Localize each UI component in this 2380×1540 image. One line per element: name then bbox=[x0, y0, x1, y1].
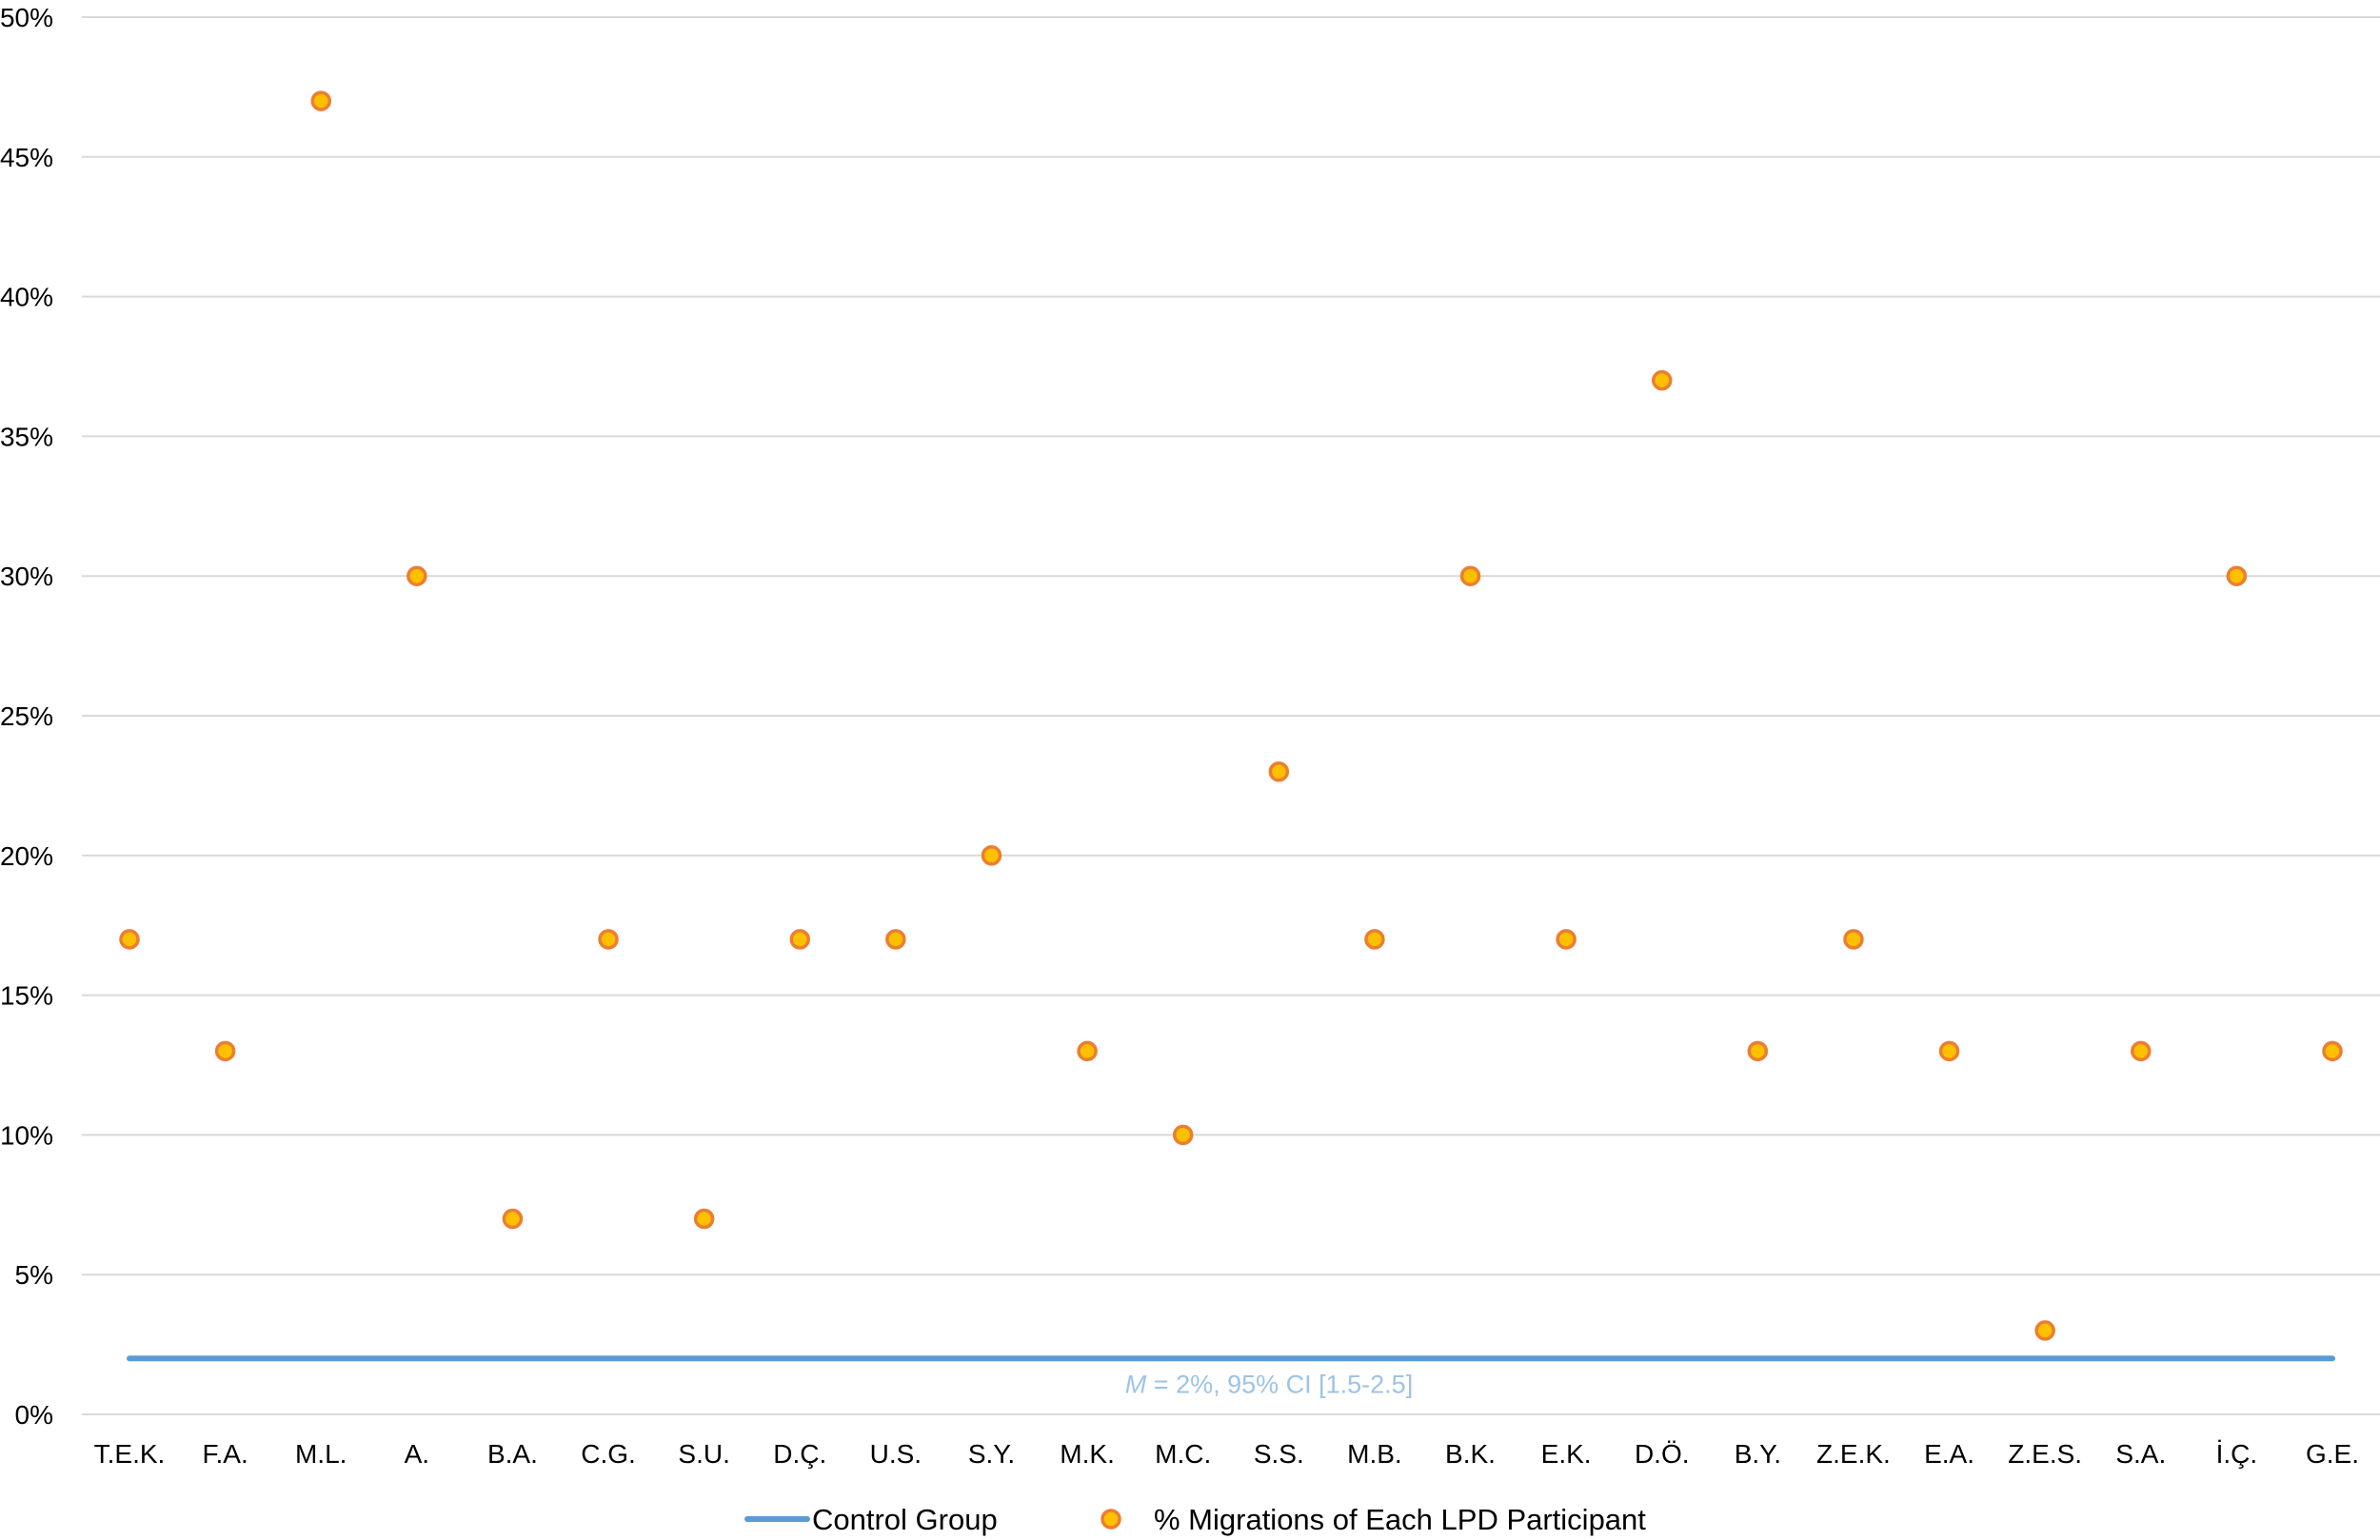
data-point bbox=[214, 1040, 236, 1062]
data-point bbox=[310, 90, 331, 111]
y-tick-label: 30% bbox=[0, 562, 53, 591]
x-tick-label: Z.E.S. bbox=[2008, 1439, 2082, 1469]
data-point bbox=[407, 565, 427, 586]
data-point bbox=[1556, 929, 1577, 950]
control-group-annotation: M = 2%, 95% CI [1.5-2.5] bbox=[1125, 1370, 1413, 1398]
data-point bbox=[1938, 1040, 1960, 1062]
data-point bbox=[2226, 565, 2248, 586]
data-point bbox=[1172, 1124, 1194, 1146]
data-point bbox=[2131, 1040, 2152, 1062]
y-tick-label: 45% bbox=[0, 143, 53, 172]
legend: Control Group % Migrations of Each LPD P… bbox=[744, 1503, 1646, 1536]
data-point bbox=[2322, 1040, 2343, 1062]
annotation-rest: = 2%, 95% CI [1.5-2.5] bbox=[1146, 1370, 1413, 1398]
x-tick-label: M.K. bbox=[1060, 1439, 1115, 1469]
data-points bbox=[119, 90, 2343, 1341]
data-point bbox=[1747, 1040, 1769, 1062]
x-tick-label: T.E.K. bbox=[94, 1439, 166, 1469]
annotation-italic: M bbox=[1125, 1370, 1147, 1398]
y-tick-label: 50% bbox=[0, 3, 53, 32]
data-point bbox=[1651, 369, 1673, 391]
x-tick-label: S.U. bbox=[678, 1439, 729, 1469]
y-axis-ticks: 0% 5% 10% 15% 20% 25% 30% 35% 40% 45% 50% bbox=[0, 3, 53, 1430]
data-point bbox=[693, 1208, 715, 1230]
x-tick-label: D.Ç. bbox=[773, 1439, 826, 1469]
y-tick-label: 20% bbox=[0, 841, 53, 871]
data-point bbox=[119, 929, 140, 950]
data-point bbox=[2034, 1320, 2055, 1341]
data-point bbox=[598, 929, 619, 950]
data-point bbox=[789, 929, 811, 950]
x-tick-label: G.E. bbox=[2306, 1439, 2359, 1469]
data-point bbox=[1268, 760, 1290, 782]
y-tick-label: 35% bbox=[0, 422, 53, 451]
x-tick-label: F.A. bbox=[202, 1439, 248, 1469]
x-tick-label: M.B. bbox=[1347, 1439, 1402, 1469]
x-tick-label: M.L. bbox=[295, 1439, 347, 1469]
legend-control-group-label: Control Group bbox=[812, 1503, 998, 1536]
data-point bbox=[1459, 565, 1481, 586]
x-tick-label: M.C. bbox=[1155, 1439, 1211, 1469]
y-tick-label: 0% bbox=[15, 1400, 53, 1430]
x-tick-label: E.A. bbox=[1924, 1439, 1974, 1469]
x-tick-label: B.Y. bbox=[1735, 1439, 1781, 1469]
x-tick-label: U.S. bbox=[870, 1439, 922, 1469]
x-tick-label: B.A. bbox=[487, 1439, 538, 1469]
y-tick-label: 15% bbox=[0, 981, 53, 1011]
data-point bbox=[1077, 1040, 1098, 1062]
data-point bbox=[502, 1208, 524, 1230]
gridlines bbox=[82, 16, 2380, 1415]
x-tick-label: İ.Ç. bbox=[2216, 1439, 2258, 1469]
data-point bbox=[885, 929, 906, 950]
x-axis-ticks: T.E.K. F.A. M.L. A. B.A. C.G. S.U. D.Ç. U.S. S.Y.… bbox=[94, 1439, 2359, 1469]
y-tick-label: 40% bbox=[0, 283, 53, 312]
y-tick-label: 10% bbox=[0, 1120, 53, 1150]
data-point bbox=[981, 845, 1002, 866]
x-tick-label: S.S. bbox=[1254, 1439, 1304, 1469]
y-tick-label: 25% bbox=[0, 701, 53, 731]
legend-lpd-marker bbox=[1101, 1509, 1121, 1530]
y-tick-label: 5% bbox=[15, 1260, 53, 1290]
x-tick-label: S.A. bbox=[2115, 1439, 2166, 1469]
x-tick-label: S.Y. bbox=[968, 1439, 1015, 1469]
x-tick-label: C.G. bbox=[581, 1439, 636, 1469]
x-tick-label: B.K. bbox=[1445, 1439, 1496, 1469]
data-point bbox=[1843, 929, 1864, 950]
x-tick-label: Z.E.K. bbox=[1816, 1439, 1891, 1469]
x-tick-label: E.K. bbox=[1541, 1439, 1592, 1469]
x-tick-label: A. bbox=[405, 1439, 429, 1469]
legend-lpd-label: % Migrations of Each LPD Participant bbox=[1154, 1503, 1646, 1536]
x-tick-label: D.Ö. bbox=[1635, 1439, 1690, 1469]
data-point bbox=[1364, 929, 1385, 950]
